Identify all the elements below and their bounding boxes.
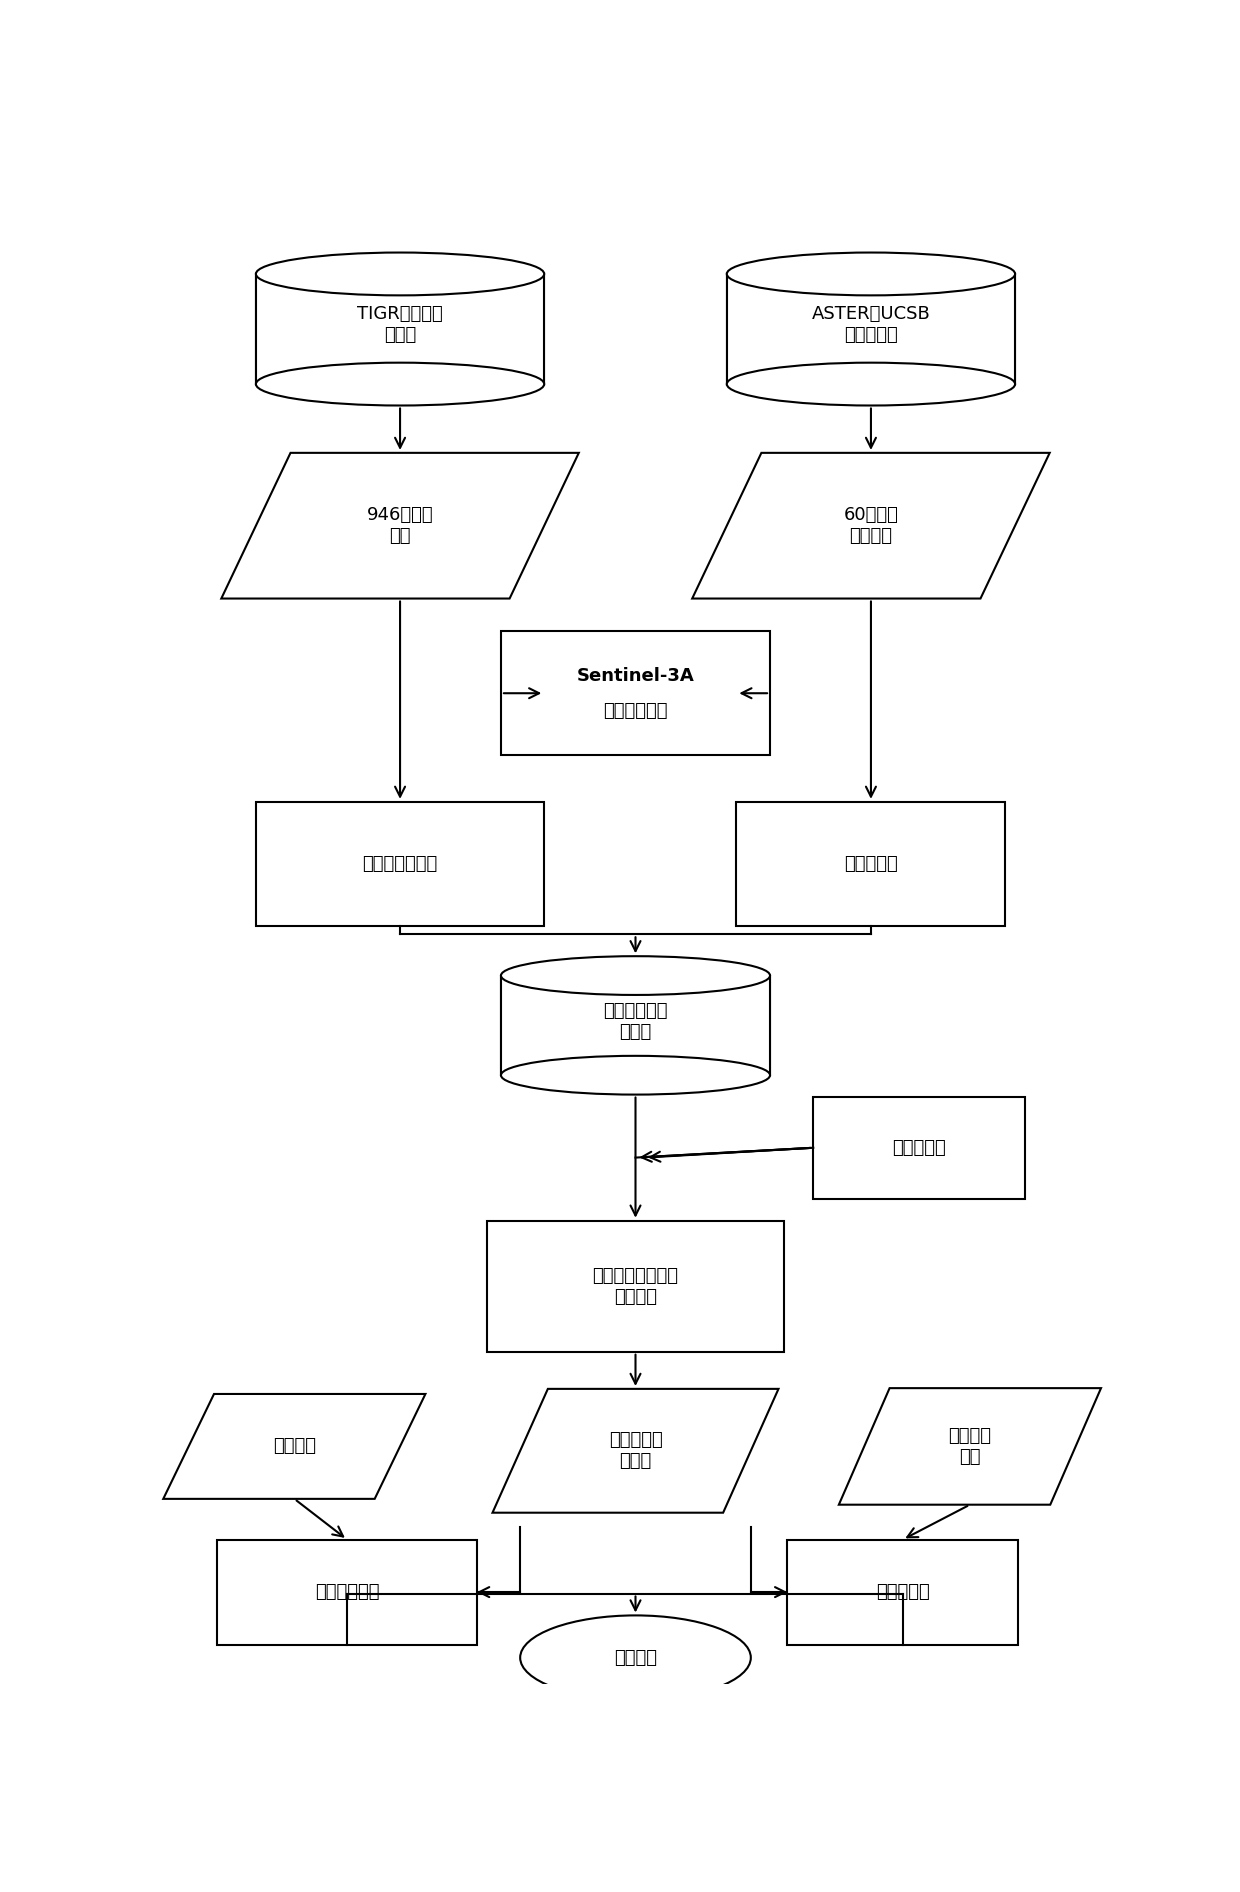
Text: 云顶亮温模拟
数据集: 云顶亮温模拟 数据集 <box>603 1003 668 1041</box>
Text: 地表发射率: 地表发射率 <box>875 1584 930 1601</box>
Text: 子区间划分: 子区间划分 <box>892 1139 946 1156</box>
Polygon shape <box>692 452 1050 598</box>
Bar <box>501 976 770 1075</box>
Bar <box>501 632 770 755</box>
Ellipse shape <box>727 363 1016 405</box>
Bar <box>255 802 544 925</box>
Bar <box>787 1540 1018 1644</box>
Text: 946条大气
廓线: 946条大气 廓线 <box>367 507 433 545</box>
Text: 通道发射率: 通道发射率 <box>844 855 898 872</box>
Bar <box>737 802 1006 925</box>
Polygon shape <box>221 452 579 598</box>
Text: 地表温度: 地表温度 <box>614 1648 657 1667</box>
Text: Sentinel-3A: Sentinel-3A <box>577 666 694 685</box>
Text: 日夜分区间的劈窗
算法模型: 日夜分区间的劈窗 算法模型 <box>593 1268 678 1305</box>
Text: 大气水汽含量: 大气水汽含量 <box>315 1584 379 1601</box>
Polygon shape <box>838 1389 1101 1504</box>
Text: 实际遥感影
像数据: 实际遥感影 像数据 <box>609 1432 662 1470</box>
Bar <box>255 274 544 384</box>
Ellipse shape <box>521 1616 750 1699</box>
Text: 湿度数据: 湿度数据 <box>273 1438 316 1455</box>
Bar <box>727 274 1016 384</box>
Text: TIGR大气廓线
数据库: TIGR大气廓线 数据库 <box>357 305 443 344</box>
Ellipse shape <box>727 252 1016 295</box>
Ellipse shape <box>501 955 770 995</box>
Ellipse shape <box>501 1056 770 1095</box>
Text: 地表分类
产品: 地表分类 产品 <box>949 1427 992 1466</box>
Bar <box>217 1540 477 1644</box>
Text: 模拟的大气信息: 模拟的大气信息 <box>362 855 438 872</box>
Ellipse shape <box>255 252 544 295</box>
Ellipse shape <box>255 363 544 405</box>
Text: 光谱响应函数: 光谱响应函数 <box>603 702 668 719</box>
Bar <box>486 1220 785 1351</box>
Text: 60种典型
地物光谱: 60种典型 地物光谱 <box>843 507 899 545</box>
Bar <box>813 1097 1024 1200</box>
Text: ASTER与UCSB
地物光谱库: ASTER与UCSB 地物光谱库 <box>811 305 930 344</box>
Polygon shape <box>164 1394 425 1498</box>
Polygon shape <box>492 1389 779 1514</box>
